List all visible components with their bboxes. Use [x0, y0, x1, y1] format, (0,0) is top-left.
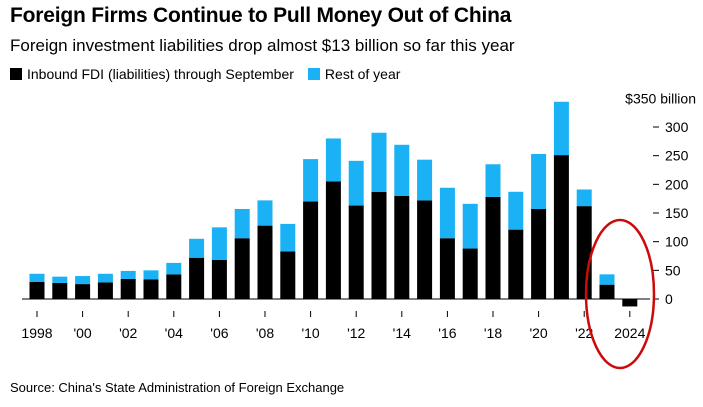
bar-rest-of-year-2000 — [75, 276, 91, 285]
bar-through-september-1998 — [29, 281, 45, 299]
bar-through-september-2004 — [166, 274, 182, 299]
bar-through-september-2002 — [120, 278, 136, 299]
y-tick-label-150: 150 — [665, 205, 689, 221]
bar-rest-of-year-2006 — [211, 227, 227, 261]
y-tick-label-250: 250 — [665, 148, 689, 164]
bar-rest-of-year-2019 — [508, 191, 524, 230]
legend-label-through-september: Inbound FDI (liabilities) through Septem… — [27, 66, 294, 82]
x-tick-label-2002: '02 — [119, 325, 137, 341]
bar-rest-of-year-2002 — [120, 270, 136, 279]
bar-through-september-2018 — [485, 196, 501, 299]
bar-through-september-2003 — [143, 279, 159, 299]
x-tick-label-2018: '18 — [484, 325, 502, 341]
x-tick-label-2010: '10 — [301, 325, 319, 341]
bar-rest-of-year-2012 — [348, 160, 364, 206]
bar-through-september-2020 — [531, 208, 547, 299]
bar-through-september-2007 — [234, 238, 250, 299]
annotation-ellipse — [584, 218, 656, 370]
legend-label-rest-of-year: Rest of year — [324, 66, 401, 82]
bar-rest-of-year-2020 — [531, 153, 547, 209]
legend-swatch-black — [10, 68, 22, 80]
bar-through-september-2017 — [462, 248, 478, 299]
bar-through-september-2010 — [303, 201, 319, 299]
x-tick-label-2020: '20 — [529, 325, 547, 341]
bar-through-september-2016 — [439, 238, 455, 299]
bar-rest-of-year-2022 — [576, 189, 592, 207]
bar-rest-of-year-2004 — [166, 262, 182, 275]
bar-through-september-2006 — [211, 260, 227, 299]
bar-through-september-2022 — [576, 206, 592, 299]
bar-rest-of-year-2016 — [439, 187, 455, 239]
bar-through-september-2009 — [280, 251, 296, 299]
y-tick-label-0: 0 — [665, 291, 673, 307]
x-tick-label-2012: '12 — [347, 325, 365, 341]
x-tick-label-2024: 2024 — [614, 325, 645, 341]
bar-rest-of-year-2023 — [599, 274, 615, 285]
legend-swatch-blue — [307, 68, 320, 80]
bar-rest-of-year-2021 — [553, 101, 569, 156]
x-tick-label-1998: 1998 — [21, 325, 52, 341]
bar-rest-of-year-2018 — [485, 164, 501, 197]
x-tick-label-2016: '16 — [438, 325, 456, 341]
bar-through-september-1999 — [52, 282, 68, 299]
x-tick-label-2006: '06 — [210, 325, 228, 341]
bar-rest-of-year-2013 — [371, 132, 387, 192]
chart-title: Foreign Firms Continue to Pull Money Out… — [10, 4, 512, 27]
bar-rest-of-year-2015 — [417, 159, 433, 201]
bar-rest-of-year-2011 — [325, 138, 341, 182]
bar-through-september-2019 — [508, 229, 524, 299]
y-tick-label-200: 200 — [665, 176, 689, 192]
bar-rest-of-year-2007 — [234, 208, 250, 239]
bar-rest-of-year-1999 — [52, 276, 68, 283]
x-tick-label-2000: '00 — [73, 325, 91, 341]
y-tick-label-350: $350 billion — [625, 90, 696, 106]
source-note: Source: China's State Administration of … — [10, 380, 345, 395]
bar-through-september-2015 — [417, 200, 433, 299]
bar-rest-of-year-2017 — [462, 203, 478, 249]
legend: Inbound FDI (liabilities) through Septem… — [10, 66, 414, 82]
bar-through-september-2008 — [257, 225, 273, 299]
bar-through-september-2013 — [371, 191, 387, 299]
bar-through-september-2000 — [75, 284, 91, 299]
bar-rest-of-year-1998 — [29, 273, 45, 282]
bars-group — [29, 101, 638, 307]
y-tick-label-300: 300 — [665, 119, 689, 135]
y-axis: 0 50 100 150 200 250 300 $350 billion — [625, 90, 696, 307]
y-tick-label-50: 50 — [665, 262, 681, 278]
legend-item-rest-of-year: Rest of year — [307, 66, 401, 82]
bar-through-september-2014 — [394, 195, 410, 299]
bar-through-september-2021 — [553, 155, 569, 299]
x-tick-label-2008: '08 — [256, 325, 274, 341]
x-axis: 1998'00'02'04'06'08'10'12'14'16'18'20'22… — [21, 311, 646, 341]
bar-through-september-2023 — [599, 284, 615, 299]
bar-through-september-2012 — [348, 205, 364, 299]
bar-rest-of-year-2008 — [257, 200, 273, 226]
bar-rest-of-year-2001 — [97, 273, 113, 283]
bar-through-september-2011 — [325, 181, 341, 299]
x-tick-label-2004: '04 — [165, 325, 183, 341]
bar-through-september-2005 — [189, 257, 205, 299]
chart-subtitle: Foreign investment liabilities drop almo… — [10, 36, 515, 55]
bar-rest-of-year-2005 — [189, 238, 205, 258]
bar-through-september-2001 — [97, 282, 113, 299]
y-tick-label-100: 100 — [665, 234, 689, 250]
x-tick-label-2014: '14 — [393, 325, 411, 341]
bar-through-september-2024 — [622, 299, 638, 307]
bar-rest-of-year-2003 — [143, 270, 159, 280]
bar-rest-of-year-2009 — [280, 223, 296, 252]
bar-rest-of-year-2014 — [394, 144, 410, 196]
bar-rest-of-year-2010 — [303, 159, 319, 202]
legend-item-through-september: Inbound FDI (liabilities) through Septem… — [10, 66, 294, 82]
